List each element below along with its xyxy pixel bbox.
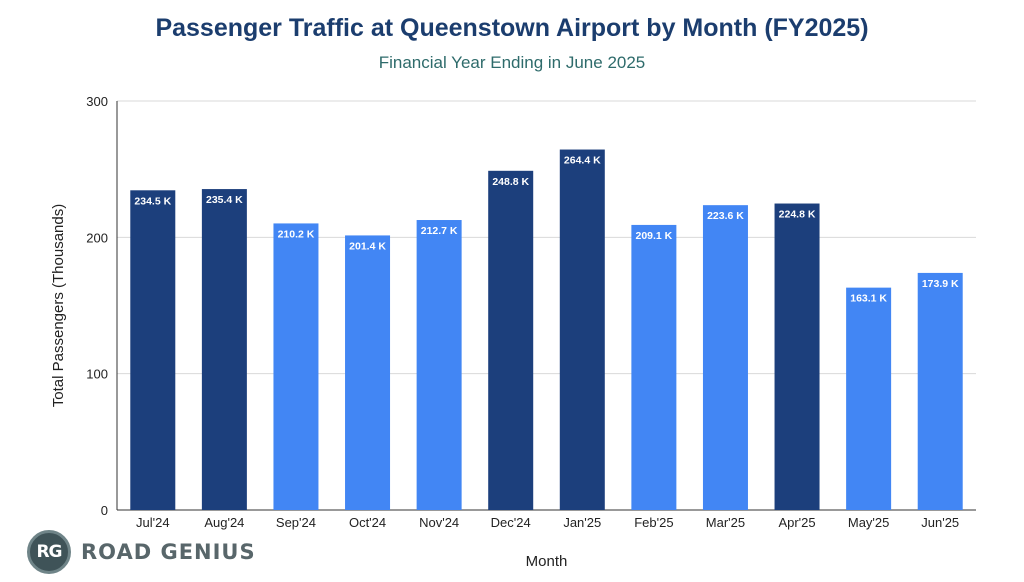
data-label: 234.5 K [134,195,171,207]
y-tick-label: 300 [86,94,108,109]
bar [917,272,963,510]
bar [201,189,247,510]
x-tick-label: Aug'24 [204,515,244,530]
x-tick-label: Oct'24 [349,515,386,530]
data-label: 163.1 K [850,293,887,305]
bar [273,223,319,510]
y-tick-label: 200 [86,230,108,245]
x-tick-label: Dec'24 [491,515,531,530]
x-tick-label: Jan'25 [563,515,601,530]
bar [774,203,820,511]
data-label: 224.8 K [779,209,816,221]
logo-badge-icon: RG [27,530,71,574]
x-tick-label: May'25 [848,515,890,530]
bar [416,220,462,511]
data-label: 201.4 K [349,240,386,252]
bar [631,224,677,510]
bar [559,149,605,510]
data-label: 223.6 K [707,210,744,222]
data-label: 264.4 K [564,155,601,167]
logo-text: ROAD GENIUS [81,540,256,564]
bar [345,235,391,510]
x-axis-title: Month [526,553,568,570]
y-tick-label: 0 [101,503,108,518]
x-tick-label: Sep'24 [276,515,316,530]
data-label: 212.7 K [421,225,458,237]
x-tick-label: Apr'25 [778,515,815,530]
data-label: 235.4 K [206,194,243,206]
y-tick-label: 100 [86,367,108,382]
y-axis-title: Total Passengers (Thousands) [50,204,67,407]
road-genius-logo: RG ROAD GENIUS [27,530,256,574]
x-tick-label: Jun'25 [921,515,959,530]
chart-subtitle: Financial Year Ending in June 2025 [378,53,646,72]
data-label: 173.9 K [922,278,959,290]
x-tick-label: Jul'24 [136,515,170,530]
bar [702,205,748,510]
data-label: 210.2 K [278,228,315,240]
data-label: 209.1 K [635,230,672,242]
data-label: 248.8 K [492,176,529,188]
chart-title: Passenger Traffic at Queenstown Airport … [155,14,869,42]
bar [488,170,534,510]
x-tick-label: Mar'25 [706,515,745,530]
bar [130,190,176,510]
x-tick-label: Nov'24 [419,515,459,530]
x-tick-label: Feb'25 [634,515,673,530]
bar [846,287,892,510]
